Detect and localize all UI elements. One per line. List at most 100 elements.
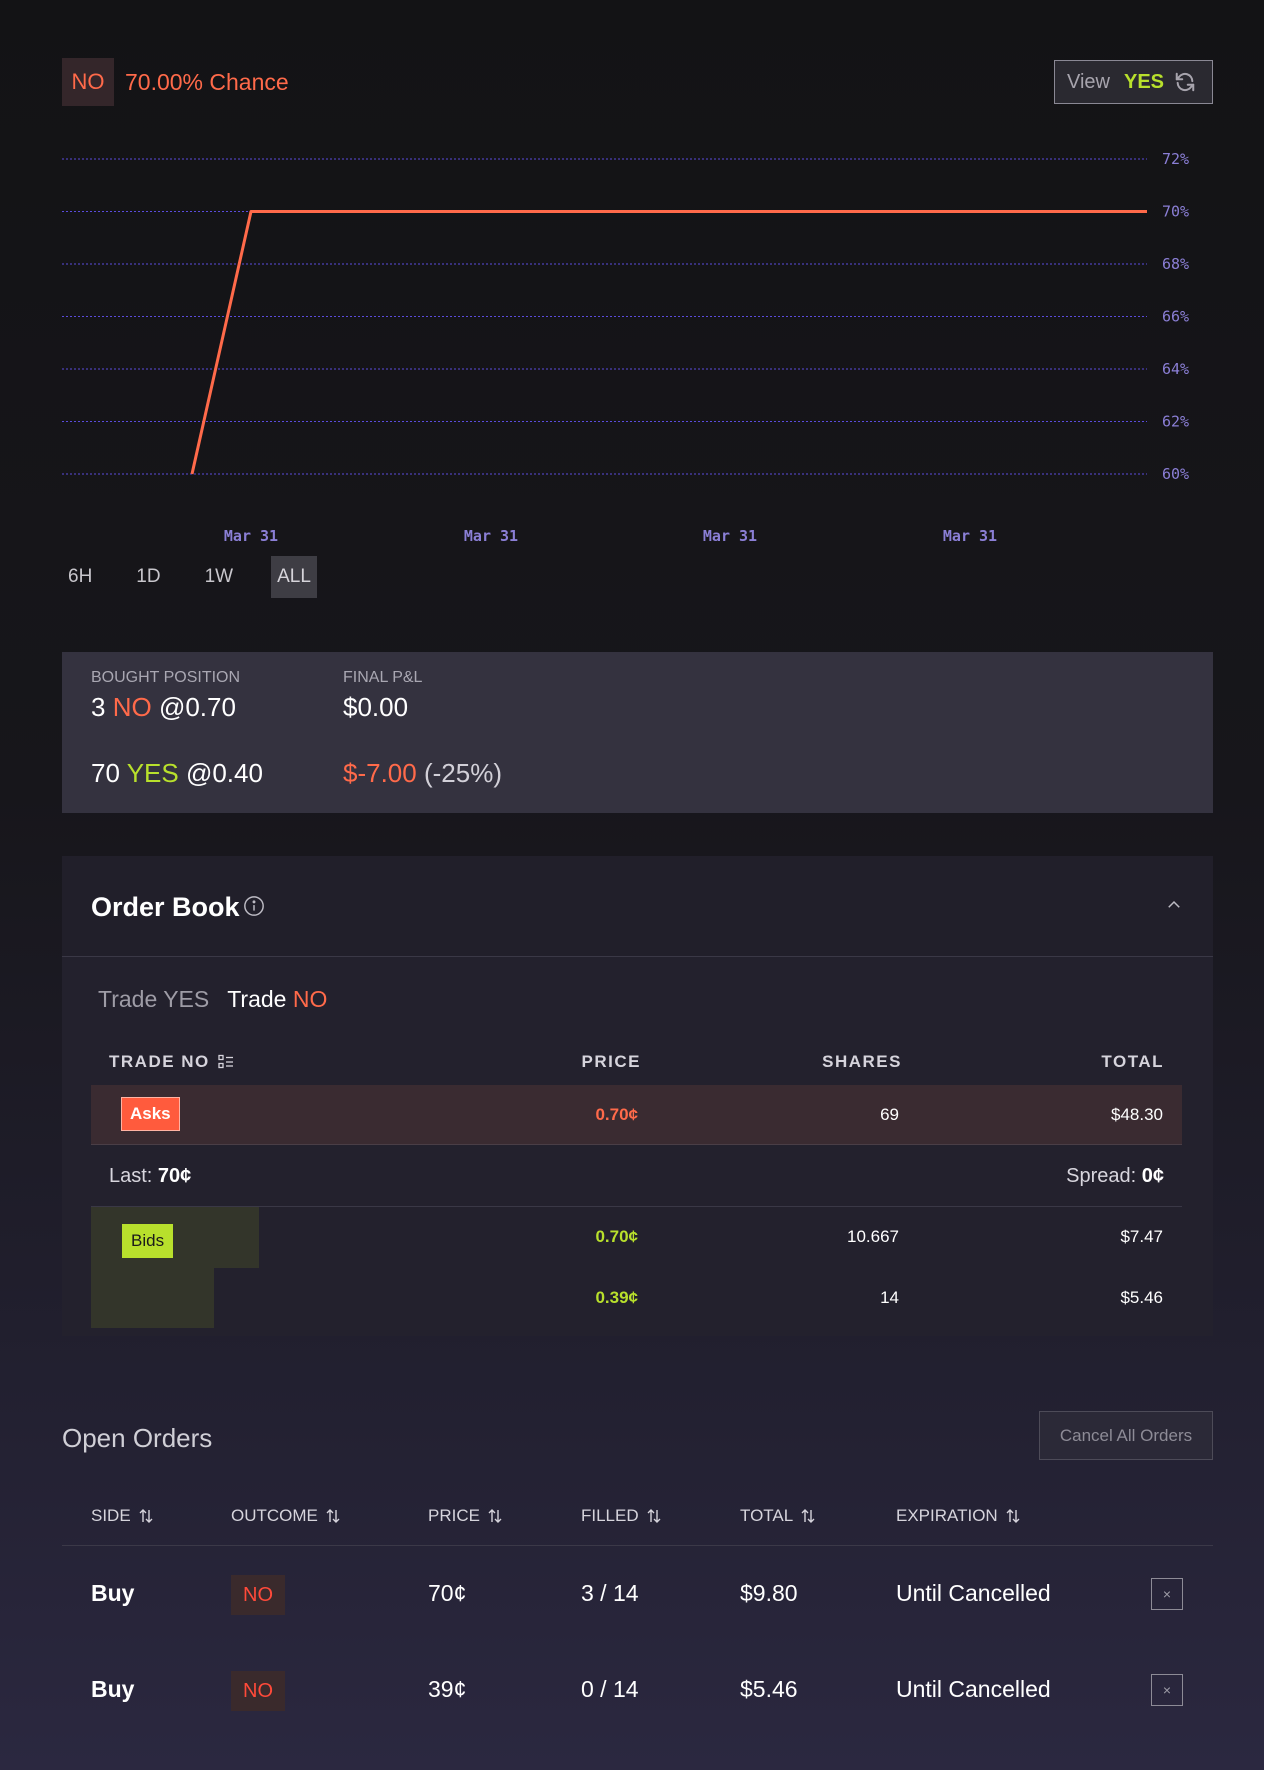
column-price[interactable]: PRICE: [428, 1506, 503, 1526]
column-filled[interactable]: FILLED: [581, 1506, 662, 1526]
trade-tabs: Trade YES Trade NO: [98, 986, 327, 1013]
close-icon: ×: [1162, 1682, 1172, 1698]
cancel-order-button[interactable]: ×: [1151, 1578, 1183, 1610]
y-tick-label: 60%: [1162, 465, 1189, 483]
bid-row[interactable]: 0.39¢ 14 $5.46: [91, 1268, 1182, 1328]
sort-icon: [1006, 1509, 1020, 1523]
range-button-all[interactable]: ALL: [271, 556, 317, 598]
order-filled: 0 / 14: [581, 1676, 639, 1702]
position-2-qty: 70: [91, 758, 120, 788]
order-side: Buy: [91, 1676, 135, 1702]
column-expiration-label: EXPIRATION: [896, 1506, 998, 1525]
list-icon[interactable]: [218, 1054, 234, 1070]
order-expiration: Until Cancelled: [896, 1580, 1051, 1606]
sort-icon: [488, 1509, 502, 1523]
bid-price: 0.39¢: [595, 1288, 638, 1307]
bid-total: $5.46: [1120, 1288, 1163, 1307]
tab-trade-no[interactable]: Trade NO: [227, 986, 327, 1013]
bid-depth-bar: [91, 1268, 214, 1328]
final-pnl-label: FINAL P&L: [343, 669, 423, 686]
order-book-header[interactable]: Order Book: [62, 856, 1213, 957]
position-panel: BOUGHT POSITION FINAL P&L 3 NO @0.70 $0.…: [62, 652, 1213, 813]
open-orders-title: Open Orders: [62, 1423, 213, 1453]
order-total: $5.46: [740, 1676, 798, 1702]
spread-value: 0¢: [1141, 1165, 1164, 1187]
column-total: TOTAL: [1101, 1052, 1164, 1071]
last-price: Last: 70¢: [109, 1165, 191, 1188]
column-total[interactable]: TOTAL: [740, 1506, 816, 1526]
column-outcome-label: OUTCOME: [231, 1506, 318, 1525]
bid-shares: 14: [880, 1288, 899, 1307]
last-spread-row: Last: 70¢ Spread: 0¢: [91, 1146, 1182, 1207]
x-tick-label: Mar 31: [224, 527, 278, 545]
cancel-order-button[interactable]: ×: [1151, 1674, 1183, 1706]
tab-trade-no-side: NO: [292, 986, 328, 1012]
tab-trade-yes[interactable]: Trade YES: [98, 986, 210, 1012]
last-label: Last:: [109, 1165, 153, 1187]
series-line: [190, 210, 1147, 475]
range-button-1w[interactable]: 1W: [204, 566, 234, 587]
column-price-label: PRICE: [428, 1506, 480, 1525]
order-outcome-badge: NO: [231, 1671, 285, 1711]
column-filled-label: FILLED: [581, 1506, 639, 1525]
bid-depth-bar: [91, 1207, 259, 1268]
view-label: View: [1067, 70, 1110, 93]
x-tick-label: Mar 31: [703, 527, 757, 545]
column-trade-no: TRADE NO: [109, 1052, 234, 1072]
order-side: Buy: [91, 1580, 135, 1606]
column-outcome[interactable]: OUTCOME: [231, 1506, 341, 1526]
info-icon[interactable]: [243, 895, 265, 917]
y-tick-label: 64%: [1162, 360, 1189, 378]
chance-text: 70.00% Chance: [125, 69, 289, 95]
x-tick-label: Mar 31: [943, 527, 997, 545]
order-price: 70¢: [428, 1580, 467, 1606]
bids-badge: Bids: [122, 1224, 174, 1258]
column-trade-no-label: TRADE NO: [109, 1052, 210, 1071]
position-row-2: 70 YES @0.40: [91, 758, 263, 789]
y-tick-label: 70%: [1162, 203, 1189, 221]
last-value: 70¢: [157, 1165, 192, 1187]
order-expiration: Until Cancelled: [896, 1676, 1051, 1702]
cancel-all-orders-button[interactable]: Cancel All Orders: [1039, 1411, 1213, 1460]
ask-shares: 69: [880, 1105, 899, 1124]
tab-trade-no-prefix: Trade: [227, 986, 287, 1012]
order-outcome-badge: NO: [231, 1575, 285, 1615]
y-tick-label: 66%: [1162, 308, 1189, 326]
sort-icon: [647, 1509, 661, 1523]
column-expiration[interactable]: EXPIRATION: [896, 1506, 1021, 1526]
refresh-icon: [1175, 72, 1195, 92]
position-2-pnl-pct: (-25%): [423, 758, 502, 788]
column-price: PRICE: [581, 1052, 641, 1071]
range-button-6h[interactable]: 6H: [68, 566, 93, 587]
y-tick-label: 62%: [1162, 413, 1189, 431]
chevron-up-icon[interactable]: [1165, 896, 1183, 914]
spread-label: Spread:: [1066, 1165, 1137, 1187]
position-1-side: NO: [112, 692, 152, 722]
asks-badge: Asks: [121, 1097, 180, 1131]
order-total: $9.80: [740, 1580, 798, 1606]
view-value: YES: [1124, 70, 1165, 93]
position-2-pnl: $-7.00: [343, 758, 417, 788]
market-header: NO 70.00% Chance View YES: [62, 58, 1213, 106]
position-1-pnl: $0.00: [343, 692, 409, 722]
spread: Spread: 0¢: [1066, 1165, 1164, 1188]
close-icon: ×: [1162, 1586, 1172, 1602]
column-side-label: SIDE: [91, 1506, 131, 1525]
bid-row[interactable]: 0.70¢ 10.667 $7.47: [91, 1207, 1182, 1268]
sort-icon: [326, 1509, 340, 1523]
view-toggle-button[interactable]: View YES: [1054, 60, 1213, 104]
price-chart-svg: 72% 70% 68% 66% 64% 62% 60% Mar 31 Mar 31 Mar 31 M…: [62, 150, 1189, 545]
ask-row[interactable]: Asks 0.70¢ 69 $48.30: [91, 1085, 1182, 1145]
column-side[interactable]: SIDE: [91, 1506, 154, 1526]
position-1-qty: 3: [91, 692, 106, 722]
bought-position-label: BOUGHT POSITION: [91, 669, 241, 686]
order-book: Order Book Trade YES Trade NO TRADE NO P…: [62, 856, 1213, 1336]
y-tick-label: 72%: [1162, 150, 1189, 168]
order-book-title: Order Book: [91, 892, 240, 922]
sort-icon: [801, 1509, 815, 1523]
sort-icon: [139, 1509, 153, 1523]
x-tick-label: Mar 31: [464, 527, 518, 545]
time-range-selector: 6H 1D 1W ALL: [62, 556, 349, 598]
range-button-1d[interactable]: 1D: [136, 566, 161, 587]
